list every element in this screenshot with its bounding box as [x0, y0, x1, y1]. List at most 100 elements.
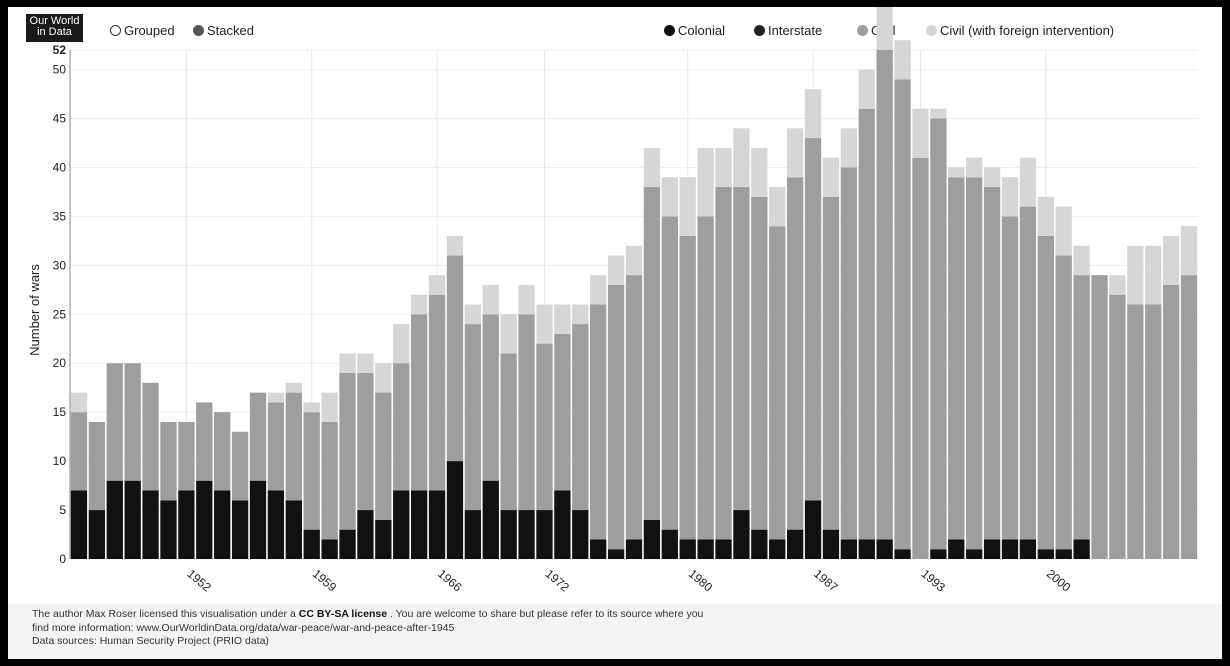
bar-segment-colonial[interactable] — [70, 490, 88, 559]
bar-segment-civil-foreign[interactable] — [518, 284, 535, 315]
bar-segment-civil[interactable] — [607, 284, 625, 550]
bar-segment-colonial[interactable] — [410, 490, 428, 559]
bar-segment-colonial[interactable] — [160, 500, 177, 559]
bar-segment-colonial[interactable] — [88, 510, 106, 559]
bar-segment-civil[interactable] — [357, 373, 374, 511]
bar-segment-colonial[interactable] — [679, 539, 696, 559]
bar-segment-civil[interactable] — [1037, 235, 1054, 550]
bar-segment-civil[interactable] — [894, 79, 911, 550]
bar-segment-colonial[interactable] — [554, 490, 571, 559]
bar-segment-civil[interactable] — [88, 421, 106, 511]
bar-segment-civil[interactable] — [1019, 206, 1037, 540]
bar-segment-civil-foreign[interactable] — [661, 177, 678, 217]
bar-segment-civil[interactable] — [643, 187, 661, 520]
bar-segment-civil-foreign[interactable] — [679, 177, 696, 236]
bar-segment-civil-foreign[interactable] — [536, 304, 553, 344]
bar-segment-civil[interactable] — [124, 363, 141, 481]
bar-segment-civil-foreign[interactable] — [375, 363, 392, 393]
bar-segment-colonial[interactable] — [1055, 549, 1072, 559]
bar-segment-civil-foreign[interactable] — [930, 108, 947, 119]
bar-segment-civil-foreign[interactable] — [357, 353, 374, 374]
bar-segment-colonial[interactable] — [214, 490, 231, 559]
bar-segment-civil[interactable] — [858, 108, 875, 540]
bar-segment-colonial[interactable] — [697, 539, 714, 559]
bar-segment-colonial[interactable] — [786, 529, 804, 559]
bar-segment-colonial[interactable] — [285, 500, 302, 559]
bar-segment-colonial[interactable] — [339, 529, 356, 559]
bar-segment-civil[interactable] — [446, 255, 464, 462]
bar-segment-civil-foreign[interactable] — [572, 304, 589, 325]
bar-segment-civil[interactable] — [70, 412, 88, 491]
bar-segment-colonial[interactable] — [124, 480, 141, 559]
bar-segment-civil[interactable] — [214, 412, 231, 491]
bar-segment-civil-foreign[interactable] — [1180, 226, 1198, 276]
bar-segment-colonial[interactable] — [500, 510, 517, 559]
bar-segment-civil-foreign[interactable] — [446, 235, 464, 256]
bar-segment-colonial[interactable] — [231, 500, 249, 559]
bar-segment-civil-foreign[interactable] — [966, 157, 983, 178]
bar-segment-colonial[interactable] — [1001, 539, 1019, 559]
bar-segment-civil-foreign[interactable] — [1162, 235, 1180, 285]
bar-segment-civil[interactable] — [912, 157, 929, 559]
bar-segment-civil-foreign[interactable] — [697, 147, 714, 217]
license-link[interactable]: CC BY-SA license — [298, 608, 388, 620]
bar-segment-colonial[interactable] — [249, 480, 267, 559]
bar-segment-colonial[interactable] — [482, 480, 499, 559]
bar-segment-colonial[interactable] — [267, 490, 285, 559]
bar-segment-civil-foreign[interactable] — [482, 284, 499, 315]
bar-segment-civil[interactable] — [142, 382, 159, 491]
bar-segment-civil-foreign[interactable] — [769, 187, 786, 227]
bar-segment-civil-foreign[interactable] — [1127, 245, 1144, 305]
bar-segment-colonial[interactable] — [518, 510, 535, 559]
bar-segment-civil[interactable] — [786, 177, 804, 530]
bar-segment-civil[interactable] — [751, 196, 768, 530]
bar-segment-civil-foreign[interactable] — [393, 324, 410, 364]
bar-segment-civil[interactable] — [1055, 255, 1072, 550]
bar-segment-colonial[interactable] — [1073, 539, 1090, 559]
bar-segment-civil-foreign[interactable] — [1055, 206, 1072, 256]
bar-segment-civil-foreign[interactable] — [894, 40, 911, 80]
bar-segment-colonial[interactable] — [572, 510, 589, 559]
bar-segment-civil-foreign[interactable] — [804, 89, 822, 139]
bar-segment-civil[interactable] — [1001, 216, 1019, 540]
bar-segment-civil-foreign[interactable] — [715, 147, 732, 188]
bar-segment-colonial[interactable] — [733, 510, 750, 559]
bar-segment-civil-foreign[interactable] — [983, 167, 1001, 188]
bar-segment-civil-foreign[interactable] — [625, 245, 643, 276]
bar-segment-colonial[interactable] — [840, 539, 858, 559]
bar-segment-colonial[interactable] — [607, 549, 625, 559]
bar-segment-civil-foreign[interactable] — [840, 128, 858, 168]
bar-segment-civil[interactable] — [661, 216, 678, 530]
bar-segment-colonial[interactable] — [321, 539, 338, 559]
bar-segment-civil[interactable] — [196, 402, 213, 481]
bar-segment-civil-foreign[interactable] — [554, 304, 571, 334]
bar-segment-civil[interactable] — [1127, 304, 1144, 560]
bar-segment-colonial[interactable] — [536, 510, 553, 559]
bar-segment-civil-foreign[interactable] — [321, 392, 338, 422]
bar-segment-civil[interactable] — [876, 50, 893, 540]
bar-segment-civil[interactable] — [966, 177, 983, 550]
bar-segment-civil-foreign[interactable] — [590, 275, 607, 305]
bar-segment-civil[interactable] — [518, 314, 535, 511]
bar-segment-civil[interactable] — [375, 392, 392, 520]
bar-segment-colonial[interactable] — [966, 549, 983, 559]
bar-segment-civil-foreign[interactable] — [876, 7, 893, 51]
bar-segment-civil[interactable] — [1180, 275, 1198, 559]
bar-segment-civil-foreign[interactable] — [948, 167, 965, 178]
bar-segment-colonial[interactable] — [858, 539, 875, 559]
bar-segment-civil[interactable] — [679, 235, 696, 540]
bar-segment-colonial[interactable] — [446, 461, 464, 559]
bar-segment-colonial[interactable] — [983, 539, 1001, 559]
bar-segment-civil[interactable] — [410, 314, 428, 491]
bar-segment-civil[interactable] — [983, 187, 1001, 540]
bar-segment-colonial[interactable] — [196, 480, 213, 559]
bar-segment-civil-foreign[interactable] — [303, 402, 320, 413]
bar-segment-civil-foreign[interactable] — [607, 255, 625, 285]
bar-segment-civil-foreign[interactable] — [339, 353, 356, 374]
bar-segment-civil-foreign[interactable] — [858, 69, 875, 109]
bar-segment-colonial[interactable] — [393, 490, 410, 559]
bar-segment-colonial[interactable] — [464, 510, 482, 559]
bar-segment-civil[interactable] — [1145, 304, 1162, 560]
bar-segment-civil[interactable] — [178, 421, 195, 491]
bar-segment-colonial[interactable] — [590, 539, 607, 559]
